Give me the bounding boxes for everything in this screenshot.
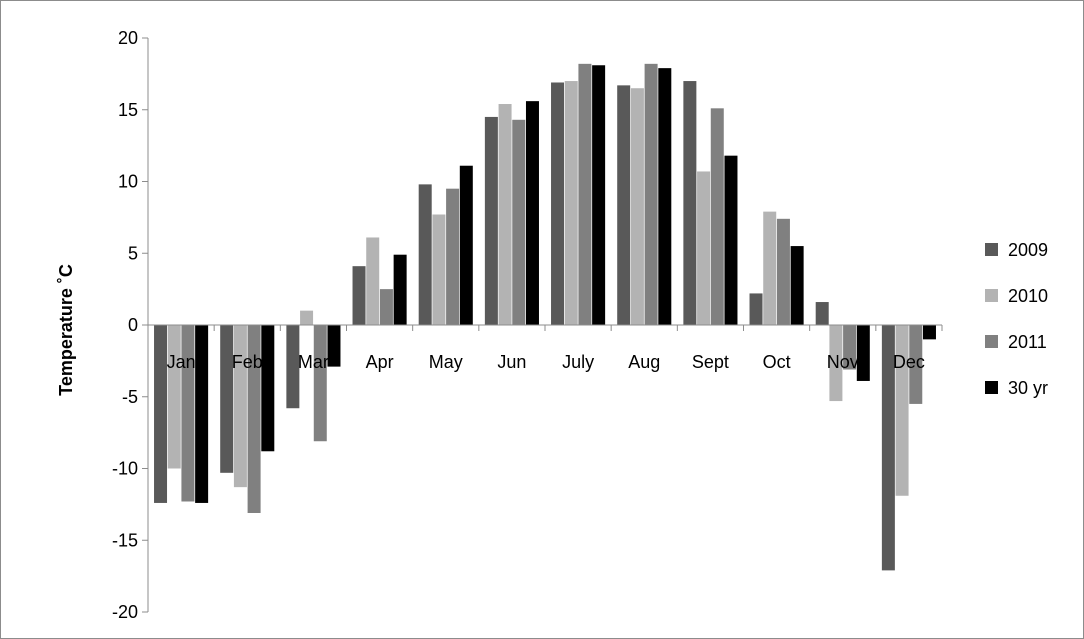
bar-2009-aug	[617, 85, 631, 325]
bar-2011-jan	[181, 325, 195, 502]
legend-label: 2011	[1008, 332, 1047, 352]
bar-2010-oct	[763, 211, 777, 325]
y-tick-label: -15	[112, 530, 138, 550]
x-axis: Jan Feb Mar Apr May Jun July Aug Sept Oct Nov Dec	[147, 324, 943, 372]
bar-2011-apr	[379, 289, 393, 326]
bar-2009-feb	[220, 325, 234, 473]
bar-2011-mar	[313, 325, 327, 442]
bar-2010-jan	[167, 325, 181, 469]
bar-2010-july	[564, 81, 578, 325]
y-tick-label: 10	[118, 172, 138, 192]
bar-2009-may	[418, 184, 432, 325]
bar-30yr-nov	[856, 325, 870, 381]
legend-label: 2009	[1008, 240, 1048, 260]
bar-2009-mar	[286, 325, 300, 409]
bar-2010-nov	[829, 325, 843, 402]
legend: 2009 2010 2011 30 yr	[985, 240, 1048, 398]
bar-2011-feb	[247, 325, 261, 513]
bar-2009-oct	[749, 293, 763, 325]
y-axis-title: Temperature ˚C	[56, 264, 76, 396]
bar-2011-dec	[909, 325, 923, 404]
y-tick-label: 15	[118, 100, 138, 120]
x-category-label: Sept	[692, 352, 729, 372]
bar-2009-jan	[154, 325, 168, 503]
x-category-label: Feb	[232, 352, 263, 372]
bar-2009-apr	[352, 266, 366, 325]
bar-2010-mar	[300, 310, 314, 325]
bar-2011-jun	[512, 119, 526, 325]
x-category-label: May	[429, 352, 463, 372]
bar-2010-dec	[895, 325, 909, 496]
legend-label: 30 yr	[1008, 378, 1048, 398]
bar-30yr-may	[459, 165, 473, 325]
x-category-label: Mar	[298, 352, 329, 372]
y-tick-label: 5	[128, 243, 138, 263]
x-category-label: Jan	[167, 352, 196, 372]
bar-30yr-aug	[658, 68, 672, 326]
legend-label: 2010	[1008, 286, 1048, 306]
bar-2010-aug	[630, 88, 644, 325]
x-category-label: Dec	[893, 352, 925, 372]
bars-layer	[154, 63, 936, 571]
bar-2011-sept	[710, 108, 724, 326]
bar-2009-nov	[815, 302, 829, 325]
bar-2010-apr	[366, 237, 380, 325]
bar-30yr-apr	[393, 254, 407, 325]
y-tick-label: -20	[112, 602, 138, 622]
bar-2010-jun	[498, 104, 512, 325]
bar-30yr-dec	[922, 325, 936, 340]
bar-2011-nov	[843, 325, 857, 370]
bar-30yr-oct	[790, 246, 804, 325]
bar-30yr-jun	[525, 101, 539, 325]
x-category-label: Apr	[366, 352, 394, 372]
x-category-label: Oct	[763, 352, 791, 372]
y-tick-label: 0	[128, 315, 138, 335]
bar-2009-dec	[881, 325, 895, 571]
y-tick-label: -5	[122, 387, 138, 407]
bar-2009-sept	[683, 81, 697, 325]
x-category-label: July	[562, 352, 594, 372]
bar-30yr-feb	[261, 325, 275, 452]
bar-30yr-july	[592, 65, 606, 325]
x-category-label: Jun	[497, 352, 526, 372]
legend-swatch	[985, 335, 998, 348]
bar-2009-jun	[484, 116, 498, 326]
bar-2011-oct	[776, 218, 790, 325]
bar-30yr-sept	[724, 155, 738, 325]
bar-2011-aug	[644, 63, 658, 325]
bar-2011-may	[446, 188, 460, 325]
bar-2010-may	[432, 214, 446, 325]
legend-swatch	[985, 381, 998, 394]
y-axis: 20 15 10 5 0 -5 -10 -15 -20	[112, 28, 149, 622]
x-category-label: Aug	[628, 352, 660, 372]
x-category-label: Nov	[827, 352, 859, 372]
bar-30yr-mar	[327, 325, 341, 367]
bar-2010-feb	[233, 325, 247, 488]
legend-swatch	[985, 289, 998, 302]
bar-30yr-jan	[195, 325, 209, 503]
bar-2010-sept	[697, 171, 711, 325]
bar-2011-july	[578, 63, 592, 325]
y-tick-label: -10	[112, 459, 138, 479]
legend-swatch	[985, 243, 998, 256]
bar-2009-july	[551, 82, 565, 326]
y-tick-label: 20	[118, 28, 138, 48]
